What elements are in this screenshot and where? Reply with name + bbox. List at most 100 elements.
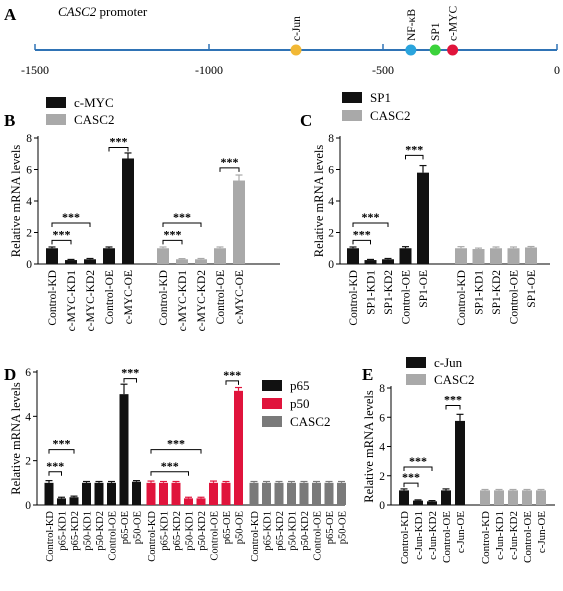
- bar: [214, 248, 226, 264]
- x-tick-label: c-Jun-KD2: [508, 511, 520, 560]
- x-tick-label: p50-KD2: [300, 511, 311, 551]
- bar: [364, 260, 377, 264]
- x-tick-label: p65-KD2: [275, 511, 286, 551]
- significance-bracket: [403, 466, 433, 471]
- x-tick-label: p50-KD2: [197, 511, 208, 551]
- significance-bracket: [108, 146, 129, 152]
- bar: [184, 498, 193, 505]
- significance-label: ***: [121, 366, 139, 380]
- promoter-tick-label: -1000: [195, 63, 223, 77]
- significance-label: ***: [53, 437, 71, 451]
- bar: [413, 500, 423, 505]
- significance-bracket: [162, 239, 183, 245]
- x-tick-label: Control-KD: [348, 270, 360, 326]
- significance-label: ***: [110, 134, 128, 148]
- legend-label: c-MYC: [74, 95, 114, 110]
- x-tick-label: Control-KD: [158, 270, 170, 326]
- significance-bracket: [219, 167, 240, 172]
- binding-site-label: c-MYC: [448, 6, 460, 41]
- x-tick-label: SP1-KD2: [491, 270, 503, 315]
- bar: [171, 482, 181, 505]
- bar: [472, 249, 485, 264]
- y-tick-label: 8: [379, 383, 385, 395]
- binding-site-label: SP1: [430, 22, 442, 41]
- legend-label: CASC2: [290, 414, 330, 429]
- bar: [262, 482, 271, 505]
- bar: [274, 482, 284, 505]
- x-tick-label: c-MYC-KD1: [177, 270, 189, 332]
- x-tick-label: Control-KD: [47, 270, 59, 326]
- bar: [94, 482, 104, 505]
- x-tick-label: p50-OE: [133, 511, 144, 544]
- x-tick-label: Control-OE: [522, 511, 534, 563]
- bar: [508, 490, 518, 505]
- x-tick-label: p65-KD1: [160, 511, 171, 551]
- x-tick-label: Control-OE: [104, 270, 116, 324]
- x-tick-label: SP1-KD2: [383, 270, 395, 315]
- y-axis-label: Relative mRNA levels: [9, 145, 23, 258]
- bar: [494, 490, 504, 505]
- significance-label: ***: [405, 142, 423, 156]
- promoter-tick-label: -1500: [21, 63, 49, 77]
- y-tick-label: 2: [26, 228, 32, 240]
- y-tick-label: 6: [25, 367, 31, 379]
- x-tick-label: p65-KD1: [263, 511, 274, 551]
- bar: [455, 248, 467, 264]
- x-tick-label: c-MYC-OE: [234, 270, 246, 324]
- y-tick-label: 6: [328, 165, 334, 177]
- x-tick-label: p65-KD2: [172, 511, 183, 551]
- significance-label: ***: [444, 393, 462, 407]
- bar: [417, 172, 429, 264]
- y-tick-label: 2: [25, 456, 31, 468]
- x-tick-label: p50-KD1: [185, 511, 196, 551]
- x-tick-label: SP1-OE: [418, 270, 430, 308]
- x-tick-label: Control-OE: [401, 270, 413, 324]
- x-tick-label: p65-OE: [120, 511, 131, 544]
- x-tick-label: Control-OE: [509, 270, 521, 324]
- bar: [107, 482, 116, 505]
- legend-swatch: [262, 416, 282, 427]
- legend-swatch: [262, 380, 282, 391]
- bar: [196, 498, 206, 505]
- significance-bracket: [150, 449, 202, 454]
- bar: [324, 482, 334, 505]
- bar: [249, 482, 259, 505]
- bar: [455, 420, 465, 505]
- significance-bracket: [403, 482, 419, 488]
- y-axis-label: Relative mRNA levels: [9, 382, 23, 495]
- bar: [65, 260, 77, 264]
- y-tick-label: 8: [328, 133, 334, 145]
- x-tick-label: c-Jun-KD2: [427, 511, 439, 560]
- x-tick-label: Control-KD: [45, 511, 56, 562]
- x-tick-label: c-MYC-KD2: [85, 270, 97, 332]
- x-tick-label: SP1-KD1: [474, 270, 486, 315]
- legend-label: c-Jun: [434, 355, 463, 370]
- x-tick-label: SP1-KD1: [366, 270, 378, 315]
- bar: [57, 498, 66, 505]
- y-tick-label: 2: [379, 471, 385, 483]
- bar: [536, 490, 546, 505]
- x-tick-label: Control-OE: [215, 270, 227, 324]
- panel-label-a: A: [4, 5, 17, 24]
- legend-swatch: [406, 357, 426, 368]
- bar: [176, 259, 188, 264]
- bar: [209, 482, 218, 505]
- bar: [399, 248, 412, 264]
- bar: [299, 482, 309, 505]
- y-tick-label: 0: [26, 259, 32, 271]
- significance-label: ***: [53, 227, 71, 241]
- bar: [195, 259, 207, 264]
- significance-bracket: [150, 471, 189, 476]
- x-tick-label: c-Jun-OE: [455, 511, 467, 553]
- bar: [287, 482, 296, 505]
- promoter-tick-label: 0: [554, 63, 560, 77]
- legend-label: CASC2: [370, 108, 410, 123]
- bar: [146, 482, 156, 505]
- significance-bracket: [123, 378, 137, 383]
- panel-label-b: B: [4, 111, 15, 130]
